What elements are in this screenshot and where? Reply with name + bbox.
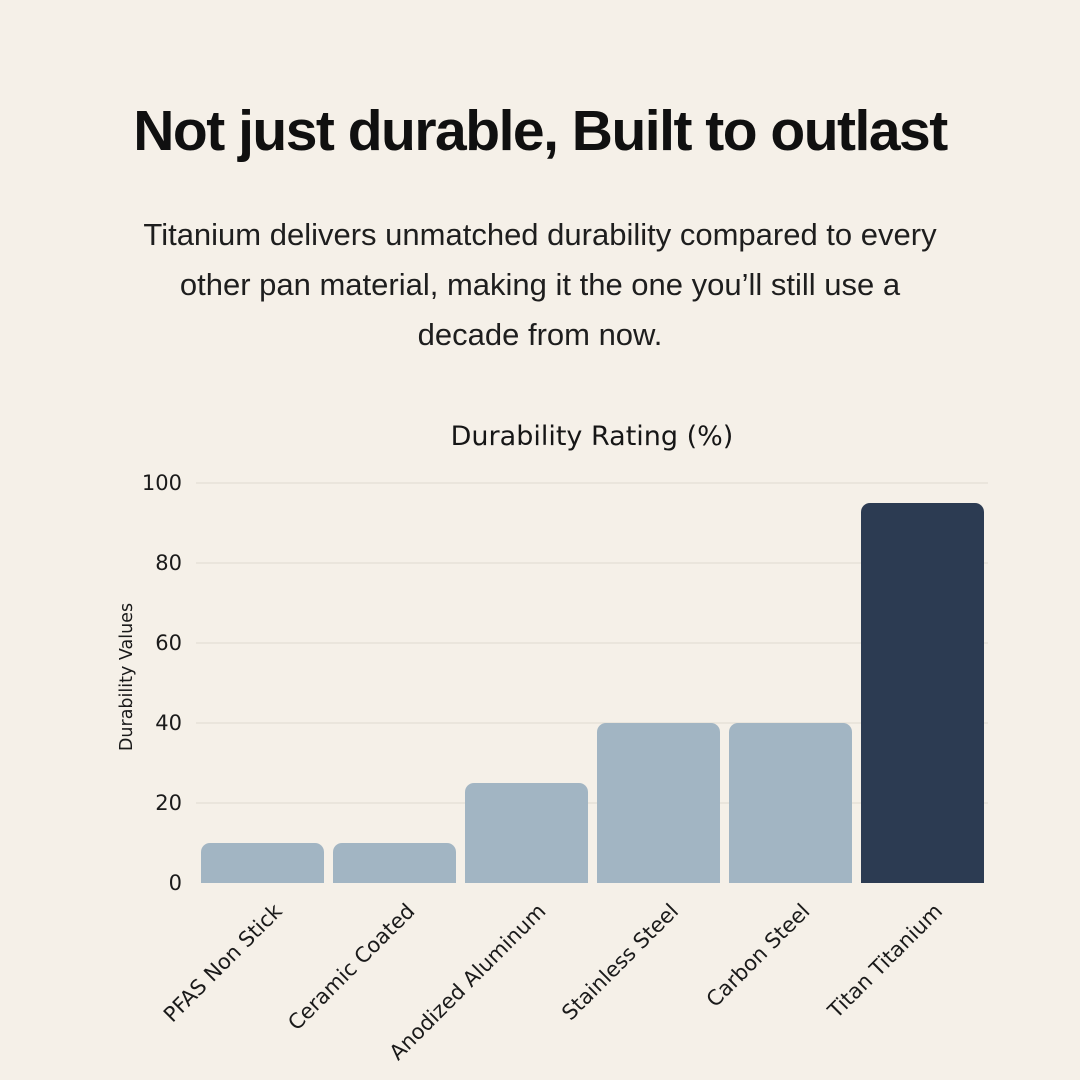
plot-area <box>196 482 988 883</box>
gridline-40 <box>196 722 988 724</box>
gridline-100 <box>196 482 988 484</box>
y-axis-tick-labels: 0 20 40 60 80 100 <box>0 471 182 895</box>
y-tick-20: 20 <box>155 791 182 815</box>
y-tick-80: 80 <box>155 551 182 575</box>
bar-stainless-steel <box>596 723 720 883</box>
y-tick-40: 40 <box>155 711 182 735</box>
bar-anodized-aluminum <box>464 783 588 883</box>
bar-ceramic-coated <box>332 843 456 883</box>
gridline-60 <box>196 642 988 644</box>
x-tick-titan-titanium: Titan Titanium <box>823 899 947 1023</box>
y-tick-60: 60 <box>155 631 182 655</box>
x-tick-ceramic-coated: Ceramic Coated <box>282 899 419 1036</box>
x-tick-stainless-steel: Stainless Steel <box>557 899 683 1025</box>
subtitle-line-3: decade from now. <box>417 317 663 352</box>
bar-titan-titanium <box>860 503 984 883</box>
x-tick-pfas-non-stick: PFAS Non Stick <box>159 899 287 1027</box>
subtitle-line-2: other pan material, making it the one yo… <box>179 267 901 302</box>
bar-carbon-steel <box>728 723 852 883</box>
subtitle: Titanium delivers unmatched durability c… <box>0 210 1080 360</box>
x-tick-carbon-steel: Carbon Steel <box>702 899 815 1012</box>
y-tick-100: 100 <box>141 471 182 495</box>
y-tick-0: 0 <box>168 871 182 895</box>
gridline-80 <box>196 562 988 564</box>
x-axis-tick-labels: PFAS Non Stick Ceramic Coated Anodized Alu… <box>159 899 988 1069</box>
headline: Not just durable, Built to outlast <box>133 99 948 163</box>
bar-pfas-non-stick <box>200 843 324 883</box>
chart-title: Durability Rating (%) <box>450 421 734 452</box>
subtitle-line-1: Titanium delivers unmatched durability c… <box>143 217 937 252</box>
gridline-20 <box>196 802 988 804</box>
